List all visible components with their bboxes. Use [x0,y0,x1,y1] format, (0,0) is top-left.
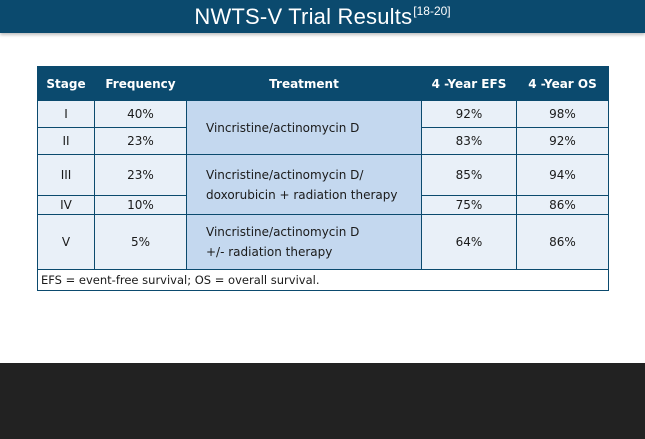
treatment-line: Vincristine/actinomycin D/ [206,167,364,182]
table-row: I 40% Vincristine/actinomycin D 92% 98% [37,100,609,155]
treatment-cell: Vincristine/actinomycin D/ doxorubicin +… [186,154,422,215]
os-cell: 92% [516,127,609,155]
treatment-line: +/- radiation therapy [206,245,333,259]
table-row: IV 10% 75% 86% [37,195,609,215]
os-cell: 98% [516,100,609,128]
frequency-cell: 10% [94,195,187,215]
efs-cell: 85% [421,154,517,196]
table-row: III 23% Vincristine/actinomycin D/ doxor… [37,154,609,215]
stage-cell: IV [37,195,95,215]
results-table: Stage Frequency Treatment 4 -Year EFS 4 … [37,66,609,291]
stage-cell: V [37,214,95,270]
page-title: NWTS-V Trial Results [194,4,413,29]
table-row: II 23% 83% 92% [37,127,609,155]
dark-footer-band [0,363,645,439]
header-os: 4 -Year OS [516,66,609,101]
footnote-row: EFS = event-free survival; OS = overall … [37,269,609,291]
os-cell: 86% [516,214,609,270]
table-footnote: EFS = event-free survival; OS = overall … [37,269,609,291]
table-header-row: Stage Frequency Treatment 4 -Year EFS 4 … [37,66,609,101]
treatment-cell: Vincristine/actinomycin D [186,100,422,155]
stage-cell: III [37,154,95,196]
treatment-line: Vincristine/actinomycin D [206,120,360,135]
results-table-container: Stage Frequency Treatment 4 -Year EFS 4 … [37,66,609,291]
treatment-line: doxorubicin + radiation therapy [206,187,398,202]
treatment-line: Vincristine/actinomycin D [206,225,360,239]
header-treatment: Treatment [186,66,422,101]
header-stage: Stage [37,66,95,101]
os-cell: 94% [516,154,609,196]
frequency-cell: 23% [94,127,187,155]
title-bar: NWTS-V Trial Results[18-20] [0,0,645,33]
efs-cell: 83% [421,127,517,155]
os-cell: 86% [516,195,609,215]
frequency-cell: 5% [94,214,187,270]
treatment-cell: Vincristine/actinomycin D +/- radiation … [186,214,422,270]
stage-cell: I [37,100,95,128]
header-efs: 4 -Year EFS [421,66,517,101]
efs-cell: 92% [421,100,517,128]
title-reference: [18-20] [413,4,451,18]
efs-cell: 75% [421,195,517,215]
stage-cell: II [37,127,95,155]
table-row: V 5% Vincristine/actinomycin D +/- radia… [37,214,609,270]
frequency-cell: 40% [94,100,187,128]
header-frequency: Frequency [94,66,187,101]
frequency-cell: 23% [94,154,187,196]
efs-cell: 64% [421,214,517,270]
